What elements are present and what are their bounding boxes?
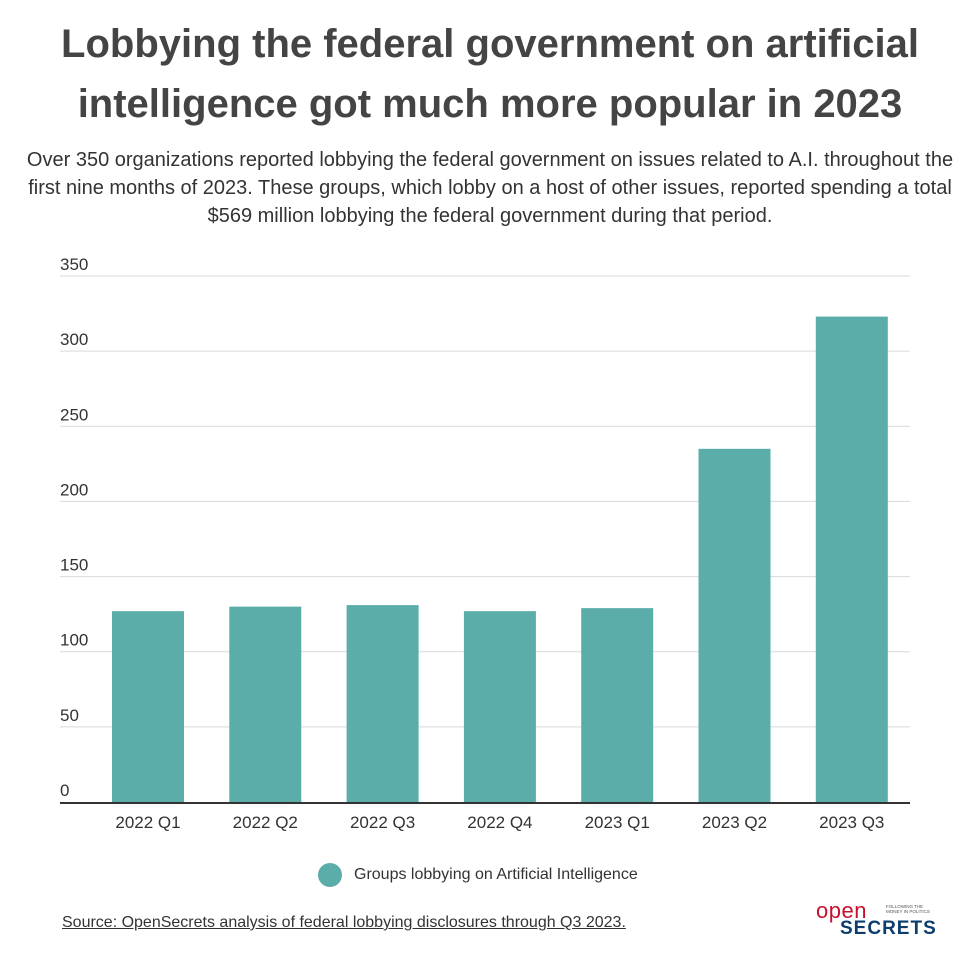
y-axis-ticks: 0 50 100 150 200 250 300 350 — [60, 255, 88, 800]
chart-title: Lobbying the federal government on artif… — [61, 22, 919, 126]
y-tick-label: 200 — [60, 480, 88, 499]
legend-label: Groups lobbying on Artificial Intelligen… — [354, 866, 638, 883]
y-tick-label: 50 — [60, 706, 79, 725]
bar-2023-q1 — [581, 608, 654, 802]
bar-2022-q4 — [463, 611, 536, 802]
bars — [112, 316, 888, 802]
bar-2023-q3 — [815, 316, 888, 802]
chart-subtitle: Over 350 organizations reported lobbying… — [26, 149, 954, 227]
x-tick-label: 2022 Q1 — [115, 813, 180, 832]
x-tick-label: 2022 Q4 — [467, 813, 532, 832]
x-tick-label: 2023 Q2 — [702, 813, 767, 832]
bar-2023-q2 — [698, 448, 771, 802]
x-tick-label: 2022 Q3 — [350, 813, 415, 832]
y-tick-label: 350 — [60, 255, 88, 274]
bar-2022-q3 — [346, 605, 419, 802]
logo-tagline: FOLLOWING THE MONEY IN POLITICS — [886, 904, 930, 914]
legend-swatch — [318, 863, 342, 887]
legend: Groups lobbying on Artificial Intelligen… — [318, 862, 638, 888]
y-tick-label: 300 — [60, 330, 88, 349]
bar-2022-q2 — [229, 606, 302, 802]
x-tick-label: 2023 Q3 — [819, 813, 884, 832]
y-tick-label: 0 — [60, 781, 69, 800]
y-tick-label: 100 — [60, 631, 88, 650]
x-tick-label: 2023 Q1 — [585, 813, 650, 832]
x-tick-label: 2022 Q2 — [233, 813, 298, 832]
y-tick-label: 150 — [60, 556, 88, 575]
logo-open-text: open — [816, 898, 867, 923]
x-axis-ticks: 2022 Q1 2022 Q2 2022 Q3 2022 Q4 2023 Q1 2023 … — [115, 813, 884, 832]
opensecrets-logo: open FOLLOWING THE MONEY IN POLITICS SEC… — [816, 898, 936, 944]
logo-secrets-text: SECRETS — [840, 918, 937, 939]
source-note[interactable]: Source: OpenSecrets analysis of federal … — [62, 914, 626, 931]
bar-2022-q1 — [112, 611, 184, 802]
y-tick-label: 250 — [60, 405, 88, 424]
